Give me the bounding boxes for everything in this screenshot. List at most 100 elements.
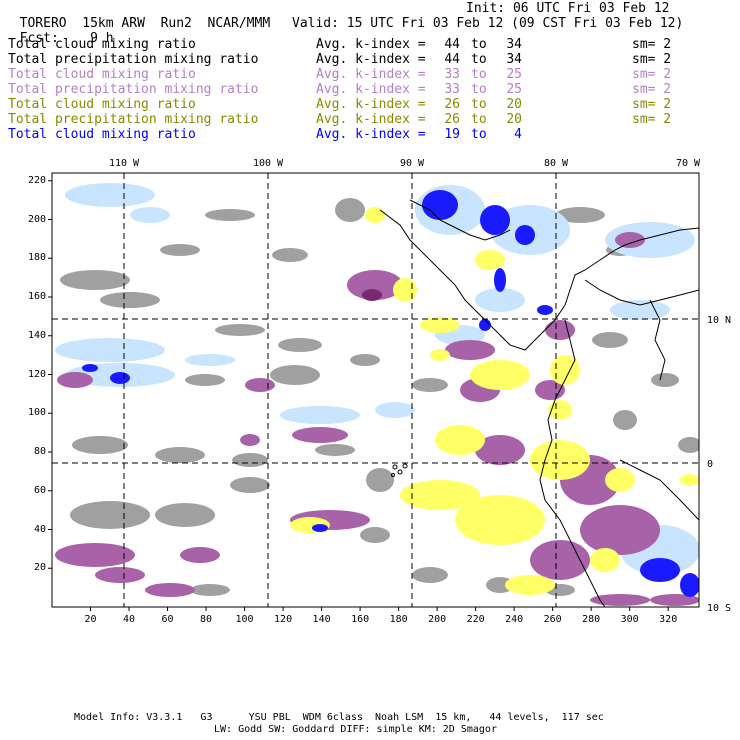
legend-field-name: Total cloud mixing ratio [8,127,196,142]
blue-area [82,364,98,372]
yellow-area [365,207,385,223]
legend-to-value: 25 [506,82,522,97]
blue-area [312,524,328,532]
left-y-label: 140 [27,329,46,341]
yellow-area [605,468,635,492]
legend-index-label: Avg. k-index = [316,82,426,97]
bottom-x-label: 40 [122,614,136,625]
blue-area [640,558,680,582]
bottom-x-label: 120 [274,614,293,625]
gray-cloud-area [412,567,448,583]
bottom-x-label: 320 [659,614,678,625]
yellow-area [550,355,580,385]
legend-smoothing: sm= 2 [632,112,672,127]
purple-area [475,435,525,465]
bottom-x-label: 300 [620,614,639,625]
org-label: NCAR/MMM [207,16,271,31]
bottom-x-label: 20 [84,614,97,625]
yellow-area [400,480,480,510]
bottom-x-label: 140 [312,614,331,625]
model-info-line: Model Info: V3.3.1 G3 YSU PBL WDM 6class… [74,712,604,723]
gray-cloud-area [335,198,365,222]
fcst-label: Fcst: [19,31,59,46]
legend-field-name: Total cloud mixing ratio [8,97,196,112]
legend-to-word: to [471,37,487,52]
axis-labels: 110 W 100 W 90 W 80 W 70 W 10 N 0 10 S [109,158,731,614]
legend-from-value: 33 [444,67,460,82]
legend-from-value: 19 [444,127,460,142]
legend-smoothing: sm= 2 [632,97,672,112]
legend-to-value: 4 [514,127,522,142]
purple-areas [55,232,699,606]
gray-cloud-area [100,292,160,308]
purple-area [245,378,275,392]
legend-index-label: Avg. k-index = [316,112,426,127]
gray-cloud-area [72,436,128,454]
yellow-area [505,575,555,595]
blue-area [537,305,553,315]
gray-cloud-area [613,410,637,430]
legend-field-name: Total precipitation mixing ratio [8,112,259,127]
blue-area [422,190,458,220]
left-y-label: 180 [27,252,46,264]
gray-cloud-area [155,503,215,527]
top-lon-label: 110 W [109,158,140,169]
legend-field-name: Total precipitation mixing ratio [8,52,259,67]
dark-purple-area [362,289,382,301]
legend-smoothing: sm= 2 [632,52,672,67]
gray-cloud-area [592,332,628,348]
legend-to-word: to [471,97,487,112]
purple-area [590,594,650,606]
purple-area [180,547,220,563]
model-name: TORERO [19,16,67,31]
coastline-south-america [539,319,606,607]
border-line [649,299,666,381]
border-line [619,459,699,521]
fcst-value: 9 h [90,31,114,46]
lat-lon-grid [52,173,699,607]
bottom-x-label: 60 [161,614,174,625]
coastline-central-america [379,209,699,351]
legend-from-value: 26 [444,97,460,112]
gray-cloud-area [412,378,448,392]
legend-from-value: 26 [444,112,460,127]
right-lat-label: 10 S [707,603,731,614]
legend-to-value: 25 [506,67,522,82]
gray-cloud-area [185,374,225,386]
light-blue-area [475,288,525,312]
left-y-label: 200 [27,213,46,225]
legend-from-value: 33 [444,82,460,97]
blue-area [680,573,699,597]
purple-area [347,270,403,300]
valid-time: Valid: 15 UTC Fri 03 Feb 12 (09 CST Fri … [292,16,684,31]
run-label: Run2 [160,16,192,31]
bottom-x-label: 180 [389,614,408,625]
legend-to-value: 20 [506,97,522,112]
physics-info-line: LW: Godd SW: Goddard DIFF: simple KM: 2D… [214,724,497,735]
gray-cloud-area [190,584,230,596]
galapagos-island [391,473,395,477]
legend-smoothing: sm= 2 [632,37,672,52]
legend-smoothing: sm= 2 [632,82,672,97]
gray-cloud-area [70,501,150,529]
legend-from-value: 44 [444,52,460,67]
yellow-area [590,548,620,572]
gray-cloud-area [205,209,255,221]
left-y-label: 80 [33,446,46,457]
gray-cloud-area [230,477,270,493]
blue-areas [82,190,699,597]
left-y-label: 120 [27,368,46,380]
gray-cloud-area [678,437,699,453]
top-lon-label: 100 W [253,158,284,169]
purple-area [580,505,660,555]
purple-area [240,434,260,446]
legend-from-value: 44 [444,37,460,52]
light-blue-area [65,183,155,207]
gray-cloud-area [270,365,320,385]
map-frame [51,172,700,608]
bottom-x-label: 100 [235,614,254,625]
legend-to-word: to [471,112,487,127]
gray-cloud-area [360,527,390,543]
legend-smoothing: sm= 2 [632,67,672,82]
coastlines [379,199,699,607]
